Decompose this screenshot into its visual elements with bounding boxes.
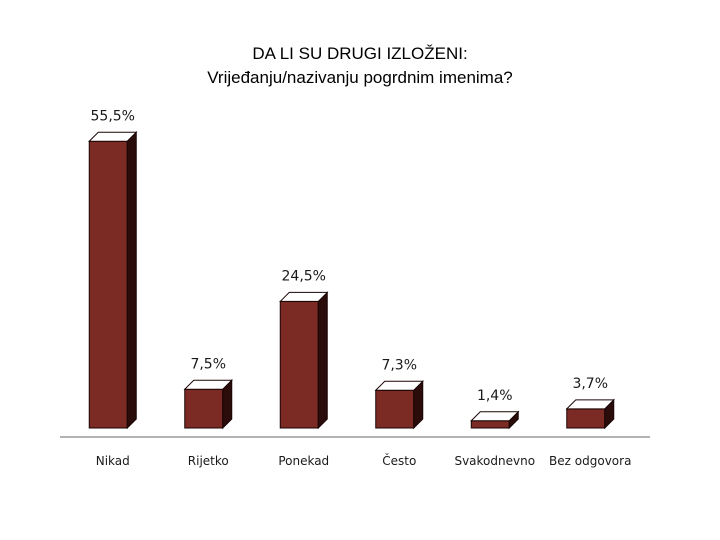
- value-label-5: 3,7%: [572, 376, 608, 392]
- bar-front-1: [184, 388, 224, 429]
- value-label-2: 24,5%: [282, 268, 326, 284]
- labels-group: 55,5% Nikad 7,5% Rijetko 24,5% Ponekad 7,3% Čes…: [91, 108, 632, 468]
- bar-top-4: [470, 411, 520, 422]
- category-label-0: Nikad: [96, 454, 130, 468]
- category-label-4: Svakodnevno: [454, 454, 535, 468]
- bar-top-5: [565, 399, 615, 410]
- bar-top-0: [88, 131, 138, 142]
- chart-title: DA LI SU DRUGI IZLOŽENI: Vrijeđanju/nazi…: [0, 42, 720, 90]
- bar-0: [88, 131, 138, 430]
- value-label-0: 55,5%: [91, 108, 135, 124]
- bar-front-0: [88, 140, 128, 429]
- bar-5: [565, 398, 615, 430]
- value-label-4: 1,4%: [477, 388, 513, 404]
- bar-front-5: [566, 408, 606, 429]
- bar-3: [374, 380, 424, 430]
- bar-front-4: [470, 420, 510, 429]
- chart-title-line-2: Vrijeđanju/nazivanju pogrdnim imenima?: [207, 68, 513, 87]
- value-label-1: 7,5%: [190, 356, 226, 372]
- bar-2: [279, 291, 329, 430]
- bar-top-2: [279, 291, 329, 302]
- bar-front-2: [279, 300, 319, 429]
- bar-4: [470, 410, 520, 430]
- value-label-3: 7,3%: [381, 357, 417, 373]
- bar-top-1: [183, 379, 233, 390]
- bars-group: [88, 131, 615, 430]
- bar-top-3: [374, 380, 424, 391]
- category-label-2: Ponekad: [278, 454, 329, 468]
- bar-side-0: [126, 131, 137, 430]
- bar-1: [183, 379, 233, 430]
- bar-front-3: [375, 389, 415, 429]
- bar-side-2: [317, 291, 328, 430]
- chart-title-line-1: DA LI SU DRUGI IZLOŽENI:: [252, 44, 468, 63]
- category-label-3: Često: [382, 453, 416, 468]
- category-label-1: Rijetko: [188, 454, 229, 468]
- category-label-5: Bez odgovora: [549, 454, 631, 468]
